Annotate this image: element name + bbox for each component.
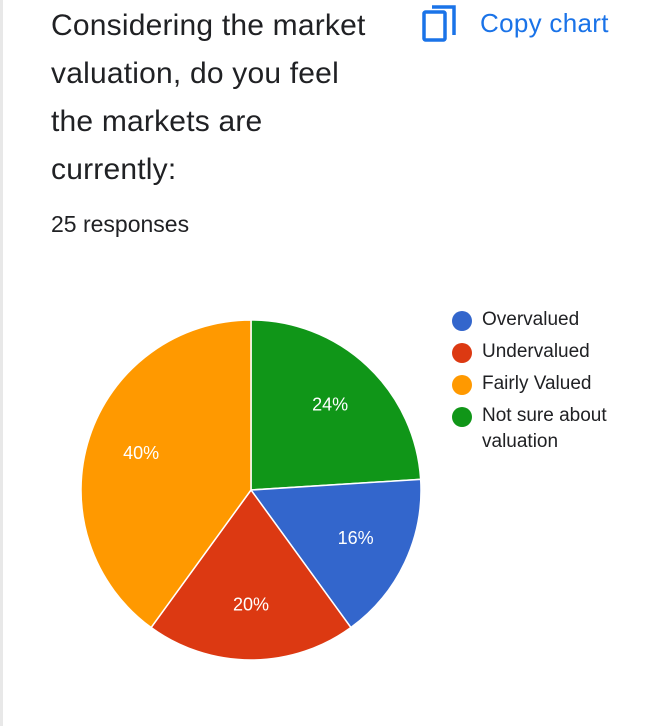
chart-legend: Overvalued Undervalued Fairly Valued Not… [452, 307, 652, 461]
legend-label-fairly-valued: Fairly Valued [482, 371, 591, 397]
legend-label-undervalued: Undervalued [482, 339, 590, 365]
legend-swatch-overvalued [452, 311, 472, 331]
legend-label-overvalued: Overvalued [482, 307, 579, 333]
legend-swatch-undervalued [452, 343, 472, 363]
legend-swatch-fairly-valued [452, 375, 472, 395]
legend-item-not-sure: Not sure about valuation [452, 403, 652, 455]
legend-label-not-sure: Not sure about valuation [482, 403, 652, 455]
legend-item-undervalued: Undervalued [452, 339, 652, 365]
pie-label-overvalued: 16% [338, 528, 374, 548]
pie-label-not-sure: 24% [312, 394, 348, 414]
legend-item-overvalued: Overvalued [452, 307, 652, 333]
legend-swatch-not-sure [452, 407, 472, 427]
pie-label-undervalued: 20% [233, 594, 269, 614]
legend-item-fairly-valued: Fairly Valued [452, 371, 652, 397]
pie-label-fairly-valued: 40% [123, 443, 159, 463]
